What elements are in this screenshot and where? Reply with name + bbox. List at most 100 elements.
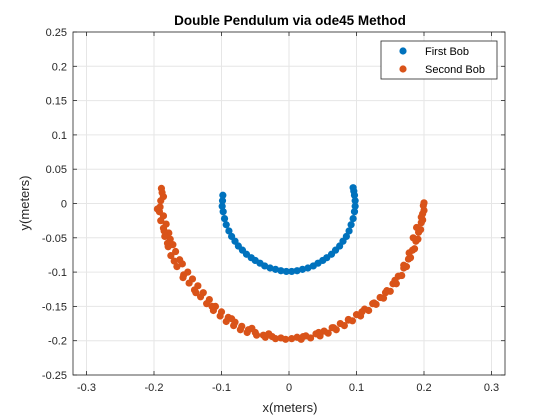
y-tick-label: 0.25 [46, 27, 67, 39]
y-tick-label: 0.1 [52, 130, 67, 142]
legend-marker-first-bob [399, 47, 407, 55]
data-point [157, 197, 165, 205]
x-tick-label: 0.3 [484, 382, 499, 394]
legend-marker-second-bob [399, 65, 407, 73]
chart-title: Double Pendulum via ode45 Method [174, 13, 406, 28]
y-tick-label: 0.15 [46, 96, 67, 108]
data-point [342, 232, 350, 241]
data-point [351, 197, 359, 205]
y-tick-label: -0.05 [42, 233, 67, 245]
data-point [282, 335, 290, 343]
data-point [277, 267, 285, 275]
y-tick-label: -0.25 [42, 370, 67, 382]
data-point [253, 331, 261, 339]
x-tick-label: -0.3 [77, 382, 96, 394]
data-point [282, 267, 290, 276]
data-point [167, 252, 175, 260]
data-point [203, 300, 211, 308]
data-point [228, 315, 236, 323]
data-point [307, 334, 315, 342]
data-point [349, 214, 357, 223]
data-point [192, 289, 200, 297]
x-tick-label: -0.1 [212, 382, 231, 394]
data-point [225, 227, 233, 235]
data-point [243, 328, 251, 337]
x-tick-label: -0.2 [145, 382, 164, 394]
data-point [420, 199, 428, 207]
data-point [163, 239, 172, 247]
data-point [157, 217, 165, 225]
data-point [170, 257, 178, 265]
data-point [370, 299, 378, 307]
data-point [358, 308, 366, 316]
data-point [236, 326, 244, 334]
data-point [304, 264, 312, 272]
series-first-bob [218, 184, 359, 276]
data-point [315, 328, 323, 337]
data-point [379, 294, 388, 302]
data-point [391, 276, 399, 284]
data-point [218, 202, 226, 210]
data-point [172, 247, 180, 256]
legend: First Bob Second Bob [380, 40, 498, 80]
data-point [266, 264, 274, 272]
data-point [417, 213, 425, 221]
data-point [219, 191, 227, 199]
data-point [265, 330, 273, 338]
data-point [400, 261, 408, 269]
x-tick-label: 0.1 [349, 382, 364, 394]
series-layer [153, 184, 428, 343]
legend-label-first-bob: First Bob [425, 46, 469, 58]
data-point [156, 203, 164, 211]
data-point [185, 279, 193, 287]
data-point [365, 306, 373, 315]
data-point [219, 208, 227, 216]
data-point [271, 265, 280, 273]
data-point [161, 232, 169, 241]
data-point [220, 214, 229, 223]
y-tick-label: 0.2 [52, 61, 67, 73]
data-point [173, 263, 181, 271]
data-point [340, 322, 348, 330]
data-point [208, 302, 216, 310]
data-point [398, 271, 406, 280]
data-point [216, 312, 224, 320]
series-second-bob [153, 184, 428, 343]
y-tick-label: -0.1 [48, 267, 67, 279]
data-point [412, 223, 421, 232]
data-point [179, 273, 187, 282]
data-point [409, 234, 417, 242]
y-tick-label: -0.15 [42, 301, 67, 313]
data-point [381, 289, 390, 297]
data-point [410, 245, 419, 253]
data-point [351, 202, 359, 210]
data-point [288, 335, 296, 343]
data-point [160, 227, 168, 235]
data-point [349, 184, 357, 192]
data-point [230, 322, 238, 330]
data-point [222, 221, 230, 229]
data-point [271, 335, 280, 343]
x-tick-label: 0.2 [416, 382, 431, 394]
data-point [196, 293, 205, 301]
ticks: -0.3 -0.2 -0.1 0 0.1 0.2 0.3 0.25 0.2 0.15 0.1 0.05… [42, 27, 505, 394]
y-tick-label: 0 [61, 199, 67, 211]
y-tick-label: -0.2 [48, 336, 67, 348]
x-axis-title: x(meters) [263, 400, 318, 415]
data-point [298, 265, 307, 273]
data-point [344, 316, 352, 324]
data-point [405, 249, 413, 257]
data-point [248, 324, 256, 332]
data-point [261, 262, 269, 270]
data-point [329, 324, 338, 332]
data-point [178, 260, 186, 268]
data-point [347, 221, 355, 229]
x-tick-label: 0 [286, 382, 292, 394]
legend-box [380, 40, 498, 80]
data-point [324, 329, 332, 337]
data-point [299, 332, 307, 341]
data-point [293, 267, 301, 275]
data-point [288, 267, 296, 276]
